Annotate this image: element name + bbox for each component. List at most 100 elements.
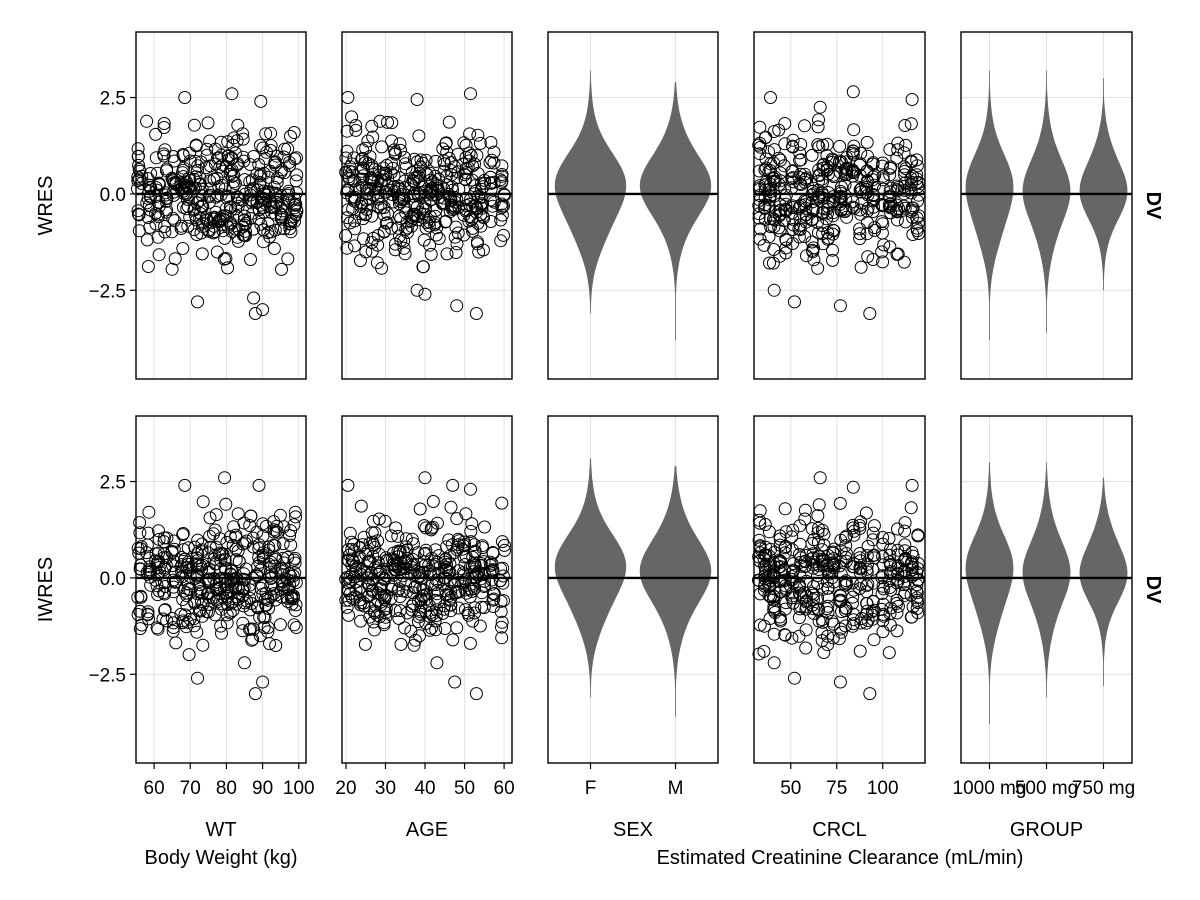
data-point: [174, 607, 188, 621]
data-point: [131, 142, 145, 156]
data-point: [191, 671, 204, 685]
scatter-points: [131, 471, 303, 701]
data-point: [457, 535, 471, 549]
data-point: [396, 584, 410, 598]
violin-1000-mg: [965, 462, 1014, 725]
data-point: [201, 546, 215, 560]
data-point: [238, 209, 251, 223]
x-tick-label: 70: [180, 778, 201, 799]
data-point: [465, 211, 479, 225]
data-point: [464, 535, 478, 549]
x-tick-label: 60: [494, 778, 515, 799]
data-point: [768, 189, 782, 203]
data-point: [816, 582, 830, 596]
data-point: [898, 165, 912, 178]
data-point: [223, 530, 237, 544]
data-point: [428, 216, 442, 230]
data-point: [224, 586, 238, 600]
data-point: [246, 632, 260, 646]
data-point: [416, 156, 430, 170]
data-point: [906, 568, 920, 582]
data-point: [340, 144, 354, 158]
data-point: [799, 172, 813, 186]
data-point: [495, 197, 509, 211]
data-point: [202, 190, 216, 204]
data-point: [905, 478, 919, 492]
data-point: [905, 93, 919, 106]
data-point: [833, 675, 847, 689]
data-point: [459, 151, 473, 164]
data-point: [826, 168, 840, 182]
data-point: [883, 548, 897, 562]
data-point: [815, 186, 829, 199]
data-point: [876, 597, 890, 611]
data-point: [820, 160, 834, 173]
data-point: [758, 518, 772, 531]
data-point: [168, 252, 182, 266]
scatter-points: [339, 87, 511, 320]
data-point: [404, 560, 418, 574]
violin-m: [639, 82, 712, 341]
data-point: [343, 216, 357, 230]
data-point: [911, 528, 925, 542]
panel-frame: [753, 31, 926, 380]
data-point: [820, 137, 834, 151]
data-point: [469, 307, 483, 320]
data-point: [463, 636, 477, 650]
data-point: [346, 174, 360, 188]
data-point: [250, 569, 264, 583]
data-point: [890, 205, 904, 219]
data-point: [404, 214, 418, 228]
x-axis-title-age: AGE: [406, 819, 448, 841]
data-point: [899, 138, 913, 152]
data-point: [168, 214, 182, 228]
data-point: [752, 647, 766, 661]
data-point: [262, 602, 275, 615]
data-point: [811, 509, 825, 523]
data-point: [134, 590, 148, 604]
data-point: [764, 220, 778, 234]
data-point: [792, 586, 806, 600]
scatter-points: [752, 85, 926, 320]
data-point: [243, 158, 257, 171]
data-point: [752, 164, 766, 178]
data-point: [131, 174, 145, 188]
data-point: [890, 183, 904, 197]
column-group-label: Estimated Creatinine Clearance (mL/min): [657, 847, 1024, 869]
data-point: [264, 555, 278, 569]
data-point: [253, 555, 267, 569]
data-point: [464, 482, 477, 496]
data-point: [866, 526, 880, 540]
data-point: [132, 208, 146, 222]
data-point: [428, 614, 442, 628]
data-point: [898, 201, 912, 215]
data-point: [354, 499, 368, 513]
data-point: [477, 211, 491, 225]
data-point: [190, 625, 204, 639]
panel-frame: [753, 415, 926, 764]
data-point: [890, 247, 904, 261]
data-point: [202, 587, 215, 600]
data-point: [339, 229, 353, 243]
data-point: [348, 590, 362, 603]
data-point: [767, 569, 781, 583]
data-point: [812, 113, 825, 127]
data-point: [166, 624, 180, 638]
data-point: [287, 126, 301, 139]
panel-iwres-crcl: 50 75 100: [752, 415, 926, 799]
data-point: [486, 563, 499, 577]
data-point: [846, 480, 860, 494]
data-point: [910, 211, 924, 225]
data-point: [236, 127, 250, 141]
data-point: [910, 584, 924, 598]
data-point: [263, 637, 276, 651]
data-point: [133, 516, 147, 530]
data-point: [195, 247, 209, 261]
data-point: [258, 592, 272, 606]
data-point: [846, 200, 860, 214]
data-point: [372, 512, 386, 526]
data-point: [231, 196, 245, 210]
data-point: [758, 163, 772, 177]
data-point: [345, 110, 359, 124]
data-point: [899, 553, 912, 567]
